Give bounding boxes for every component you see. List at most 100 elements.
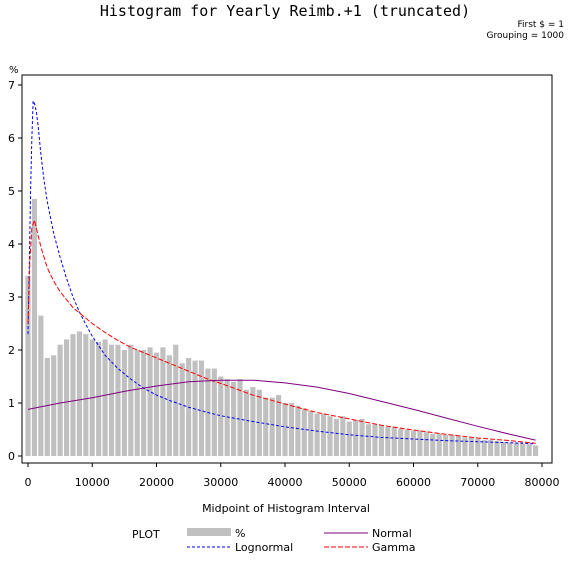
- curve-gamma: [27, 218, 536, 444]
- y-tick-label: 2: [8, 344, 15, 357]
- histogram-bar: [243, 389, 250, 456]
- histogram-bar: [269, 397, 275, 456]
- histogram-bar: [51, 355, 57, 456]
- histogram-bar: [288, 403, 294, 456]
- y-tick-label: 5: [8, 185, 15, 198]
- chart-note-first: First $ = 1: [517, 20, 564, 30]
- histogram-bar: [83, 334, 89, 456]
- histogram-bar: [263, 397, 269, 456]
- histogram-bar: [488, 440, 494, 456]
- legend-plot-label: PLOT: [132, 528, 160, 541]
- histogram-bar: [295, 405, 301, 456]
- curve-lognormal: [27, 100, 536, 445]
- x-tick-label: 60000: [396, 476, 431, 489]
- histogram-bar: [218, 376, 224, 456]
- histogram-bar: [282, 403, 288, 456]
- x-axis-label: Midpoint of Histogram Interval: [202, 502, 370, 515]
- x-tick-label: 80000: [525, 476, 560, 489]
- histogram-bar: [520, 443, 526, 456]
- histogram-bar: [462, 437, 468, 456]
- histogram-bar: [436, 433, 442, 456]
- histogram-bar: [320, 413, 327, 456]
- legend: PLOT% Normal Lognormal Gamma: [132, 527, 415, 554]
- legend-label: %: [235, 527, 245, 540]
- histogram-bar: [192, 360, 198, 456]
- histogram-bar: [455, 435, 462, 456]
- y-tick-label: 1: [8, 397, 15, 410]
- histogram-bar: [128, 344, 134, 456]
- legend-label: Normal: [372, 527, 412, 540]
- histogram-bar: [25, 275, 31, 456]
- histogram-bar: [166, 355, 172, 456]
- histogram-bar: [173, 344, 179, 456]
- histogram-bar: [153, 352, 160, 456]
- histogram-bar: [96, 342, 102, 456]
- histogram-bar: [63, 339, 70, 456]
- histogram-bar: [198, 360, 205, 456]
- histogram-bar: [102, 339, 108, 456]
- x-tick-label: 70000: [460, 476, 495, 489]
- histogram-bar: [44, 357, 50, 456]
- histogram-bar: [526, 444, 532, 456]
- y-tick-label: 6: [8, 132, 15, 145]
- histogram-bar: [108, 344, 115, 456]
- histogram-bar: [468, 437, 474, 456]
- histogram-bar: [237, 379, 243, 456]
- histogram-bar: [494, 441, 500, 456]
- histogram-bar: [308, 410, 314, 456]
- histogram-bar: [76, 331, 82, 456]
- histogram-bar: [481, 440, 487, 456]
- histogram-bar: [423, 432, 429, 456]
- y-tick-label: 3: [8, 291, 15, 304]
- x-tick-label: 30000: [203, 476, 238, 489]
- histogram-bar: [115, 344, 121, 456]
- histogram-bar: [314, 413, 320, 456]
- histogram-bar: [231, 381, 237, 456]
- x-tick-label: 10000: [75, 476, 110, 489]
- x-tick-label: 20000: [139, 476, 174, 489]
- legend-label: Gamma: [372, 541, 415, 554]
- curve-normal: [27, 379, 536, 441]
- histogram-bar: [256, 389, 262, 456]
- plot-frame: [21, 74, 553, 464]
- axes-layer: 0 1 2 3 4 5 6 7 0 10000 20000 30000 40000 50000 60000 7…: [8, 79, 560, 489]
- legend-swatch-bar: [187, 528, 231, 536]
- x-tick-label: 50000: [332, 476, 367, 489]
- histogram-bar: [513, 442, 519, 456]
- histogram-bar: [372, 424, 378, 456]
- x-tick-label: 0: [25, 476, 32, 489]
- histogram-bar: [301, 408, 307, 456]
- bars-layer: [25, 198, 539, 456]
- histogram-bar: [147, 347, 153, 456]
- histogram-bar: [533, 445, 539, 456]
- chart-note-grouping: Grouping = 1000: [486, 31, 564, 41]
- histogram-bar: [340, 416, 346, 456]
- histogram-bar: [430, 433, 436, 456]
- histogram-bar: [410, 430, 417, 456]
- histogram-bar: [333, 418, 339, 456]
- histogram-bar: [475, 438, 481, 456]
- histogram-bar: [391, 426, 397, 456]
- histogram-bar: [449, 434, 455, 456]
- histogram-bar: [211, 368, 217, 456]
- histogram-bar: [134, 350, 140, 456]
- chart-title: Histogram for Yearly Reimb.+1 (truncated…: [99, 2, 471, 20]
- histogram-bar: [359, 418, 365, 456]
- y-tick-label: 7: [8, 79, 15, 92]
- histogram-bar: [121, 350, 127, 456]
- histogram-bar: [70, 334, 76, 456]
- histogram-bar: [404, 429, 410, 456]
- histogram-bar: [346, 421, 352, 456]
- legend-label: Lognormal: [235, 541, 293, 554]
- histogram-bar: [179, 363, 185, 456]
- histogram-bar: [141, 350, 147, 456]
- x-tick-label: 40000: [268, 476, 303, 489]
- histogram-bar: [500, 442, 507, 456]
- curves-layer: [27, 100, 536, 445]
- histogram-bar: [353, 419, 359, 456]
- y-tick-label: 4: [8, 238, 15, 251]
- histogram-bar: [378, 425, 384, 456]
- histogram-bar: [417, 430, 423, 456]
- y-axis-label: %: [9, 65, 19, 76]
